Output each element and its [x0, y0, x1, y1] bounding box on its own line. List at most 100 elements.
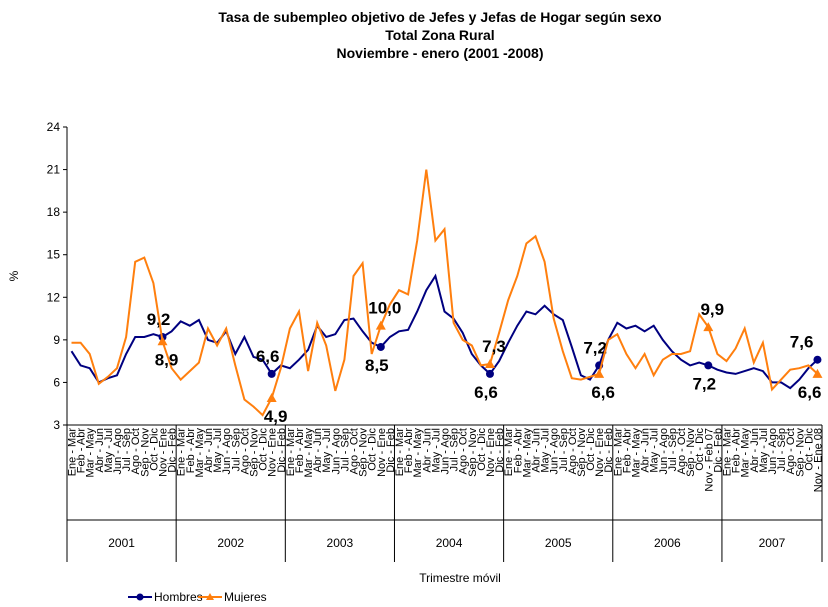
x-tick-label: Ago - Oct	[239, 428, 251, 474]
x-tick-label: Ene - Mar	[394, 428, 406, 477]
x-tick-label: Sep - Nov	[248, 428, 260, 477]
x-tick-label: Abr - Jun	[530, 428, 542, 473]
x-tick-label: Ago - Oct	[676, 428, 688, 474]
x-tick-label: Nov - Feb 07	[703, 428, 715, 492]
x-tick-label: Nov - Ene 08	[812, 428, 824, 492]
x-tick-label: Jun - Ago	[112, 428, 124, 474]
x-tick-label: Abr - Jun	[94, 428, 106, 473]
data-point	[375, 320, 386, 330]
x-tick-label: Abr - Jun	[203, 428, 215, 473]
x-tick-label: Mar - May	[740, 428, 752, 478]
data-label: 6,6	[798, 383, 822, 402]
x-tick-label: May - Jul	[540, 428, 552, 473]
year-label: 2007	[759, 536, 786, 550]
data-label: 6,6	[591, 383, 615, 402]
data-label: 8,5	[365, 356, 389, 375]
data-label: 9,9	[700, 300, 724, 319]
x-tick-label: Oct - Dic	[476, 428, 488, 471]
x-tick-label: Jul - Sep	[776, 428, 788, 471]
x-tick-label: Jun - Ago	[221, 428, 233, 474]
x-tick-label: May - Jul	[103, 428, 115, 473]
y-tick-label: 24	[47, 120, 61, 134]
x-tick-label: Sep - Nov	[467, 428, 479, 477]
x-tick-label: Sep - Nov	[685, 428, 697, 477]
x-tick-label: Abr - Jun	[421, 428, 433, 473]
data-point	[267, 369, 276, 378]
x-tick-label: Jul - Sep	[230, 428, 242, 471]
x-tick-label: Ene - Mar	[285, 428, 297, 477]
x-tick-label: Sep - Nov	[794, 428, 806, 477]
x-tick-label: Jul - Sep	[339, 428, 351, 471]
x-tick-label: Ago - Oct	[567, 428, 579, 474]
legend-label: Hombres	[154, 590, 203, 602]
x-tick-label: Mar - May	[412, 428, 424, 478]
x-tick-label: Dic - Feb	[494, 428, 506, 473]
x-tick-label: Ene - Mar	[176, 428, 188, 477]
chart-title: Tasa de subempleo objetivo de Jefes y Je…	[218, 9, 661, 25]
data-label: 10,0	[368, 299, 401, 318]
x-tick-label: Feb - Abr	[185, 428, 197, 474]
data-point	[157, 336, 168, 346]
x-tick-label: Feb - Abr	[731, 428, 743, 474]
x-tick-label: Sep - Nov	[576, 428, 588, 477]
y-tick-label: 18	[47, 205, 61, 219]
x-tick-label: May - Jul	[212, 428, 224, 473]
chart-title: Total Zona Rural	[385, 27, 494, 43]
x-tick-label: Ago - Oct	[349, 428, 361, 474]
data-point	[485, 369, 494, 378]
x-tick-label: Jun - Ago	[549, 428, 561, 474]
data-label: 7,2	[583, 338, 607, 357]
y-tick-label: 9	[53, 333, 60, 347]
x-tick-label: Ago - Oct	[785, 428, 797, 474]
x-tick-label: Nov - Ene	[158, 428, 170, 477]
y-tick-label: 15	[47, 248, 61, 262]
data-label: 8,9	[155, 350, 179, 369]
series-line	[71, 169, 819, 417]
x-tick-label: Oct - Dic	[694, 428, 706, 471]
x-tick-label: Oct - Dic	[258, 428, 270, 471]
x-tick-label: May - Jul	[649, 428, 661, 473]
x-tick-label: May - Jul	[758, 428, 770, 473]
x-tick-label: Feb - Abr	[512, 428, 524, 474]
x-tick-label: Ene - Mar	[721, 428, 733, 477]
data-point	[594, 368, 605, 378]
data-label: 4,9	[264, 407, 288, 426]
chart-title: Noviembre - enero (2001 -2008)	[337, 45, 544, 61]
data-label: 6,6	[256, 347, 280, 366]
x-tick-label: Mar - May	[521, 428, 533, 478]
x-tick-label: Feb - Abr	[621, 428, 633, 474]
x-tick-label: Abr - Jun	[312, 428, 324, 473]
x-tick-label: Dic - Feb	[385, 428, 397, 473]
x-tick-label: Mar - May	[194, 428, 206, 478]
x-tick-label: Feb - Abr	[76, 428, 88, 474]
legend-label: Mujeres	[224, 590, 267, 602]
y-tick-label: 3	[53, 418, 60, 432]
data-point	[812, 368, 823, 378]
data-label: 6,6	[474, 383, 498, 402]
x-axis-label: Trimestre móvil	[419, 571, 501, 585]
x-tick-label: Feb - Abr	[403, 428, 415, 474]
x-tick-label: Nov - Ene	[267, 428, 279, 477]
data-point	[813, 355, 822, 364]
x-tick-label: Abr - Jun	[749, 428, 761, 473]
data-point	[376, 342, 385, 351]
x-tick-label: Ago - Oct	[458, 428, 470, 474]
x-tick-label: Mar - May	[85, 428, 97, 478]
year-label: 2003	[327, 536, 354, 550]
x-tick-label: Mar - May	[631, 428, 643, 478]
data-label: 7,3	[482, 337, 506, 356]
x-tick-label: Oct - Dic	[367, 428, 379, 471]
data-point	[704, 361, 713, 370]
year-label: 2001	[108, 536, 135, 550]
y-tick-label: 6	[53, 375, 60, 389]
x-tick-label: Nov - Ene	[594, 428, 606, 477]
x-tick-label: Jun - Ago	[440, 428, 452, 474]
x-tick-label: Mar - May	[303, 428, 315, 478]
x-tick-label: Sep - Nov	[139, 428, 151, 477]
year-label: 2006	[654, 536, 681, 550]
year-label: 2004	[436, 536, 463, 550]
x-tick-label: Jun - Ago	[767, 428, 779, 474]
x-tick-label: Nov - Ene	[485, 428, 497, 477]
y-axis-label: %	[7, 270, 21, 281]
